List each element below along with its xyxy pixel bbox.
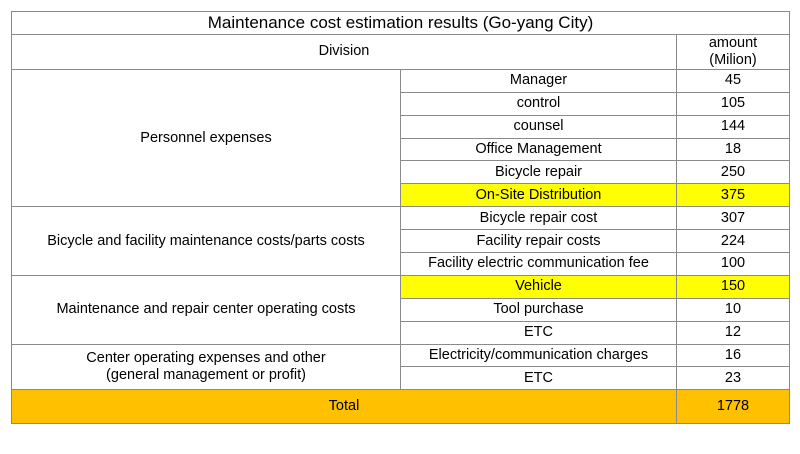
header-row: Division amount (Milion)	[11, 33, 790, 70]
amount-header-line2: (Milion)	[709, 51, 757, 68]
item-label: Facility electric communication fee	[400, 252, 677, 276]
item-label: control	[400, 91, 677, 116]
group-name-line1: Center operating expenses and other	[86, 349, 326, 366]
item-amount: 10	[676, 297, 790, 322]
group-bicycle-facility-maintenance: Bicycle and facility maintenance costs/p…	[11, 206, 401, 276]
item-label: Electricity/communication charges	[400, 343, 677, 368]
item-label-highlighted: On-Site Distribution	[400, 183, 677, 208]
table-row: Bicycle and facility maintenance costs/p…	[11, 206, 790, 276]
item-amount: 23	[676, 366, 790, 391]
item-amount: 100	[676, 252, 790, 276]
item-label: Facility repair costs	[400, 229, 677, 254]
item-amount: 12	[676, 320, 790, 345]
total-row: Total 1778	[11, 389, 790, 425]
group-repair-center-operating: Maintenance and repair center operating …	[11, 274, 401, 345]
item-label: Tool purchase	[400, 297, 677, 322]
item-amount: 105	[676, 91, 790, 116]
table-row: Facility repair costs 224	[12, 229, 790, 254]
item-label: counsel	[400, 114, 677, 139]
item-amount: 45	[676, 68, 790, 93]
total-amount: 1778	[676, 389, 790, 425]
item-label: Manager	[400, 68, 677, 93]
item-label: Bicycle repair cost	[400, 206, 677, 231]
item-amount: 307	[676, 206, 790, 231]
item-label: ETC	[400, 320, 677, 345]
total-label: Total	[11, 389, 677, 425]
group-personnel-expenses: Personnel expenses	[11, 68, 401, 208]
item-label: Office Management	[400, 137, 677, 162]
table-row: Personnel expenses Manager 45	[11, 68, 790, 208]
title-row: Maintenance cost estimation results (Go-…	[11, 11, 790, 35]
group-center-operating-expenses: Center operating expenses and other (gen…	[11, 343, 401, 391]
table-row: Maintenance and repair center operating …	[11, 274, 790, 345]
amount-header-line1: amount	[708, 34, 758, 51]
amount-header: amount (Milion)	[676, 33, 790, 70]
table-row: Tool purchase 10	[12, 297, 790, 322]
item-amount: 224	[676, 229, 790, 254]
group-name-line2: (general management or profit)	[106, 366, 306, 383]
table-row: Center operating expenses and other (gen…	[11, 343, 790, 391]
item-amount: 18	[676, 137, 790, 162]
item-amount: 144	[676, 114, 790, 139]
table-row: On-Site Distribution 375	[12, 183, 790, 208]
item-amount-highlighted: 150	[676, 274, 790, 299]
item-label-highlighted: Vehicle	[400, 274, 677, 299]
item-label: ETC	[400, 366, 677, 391]
item-label: Bicycle repair	[400, 160, 677, 185]
table-title: Maintenance cost estimation results (Go-…	[11, 11, 790, 35]
item-amount: 250	[676, 160, 790, 185]
item-amount-highlighted: 375	[676, 183, 790, 208]
item-amount: 16	[676, 343, 790, 368]
division-header: Division	[11, 33, 677, 70]
table-row: Office Management 18	[12, 137, 790, 162]
maintenance-cost-table: Maintenance cost estimation results (Go-…	[11, 11, 790, 425]
